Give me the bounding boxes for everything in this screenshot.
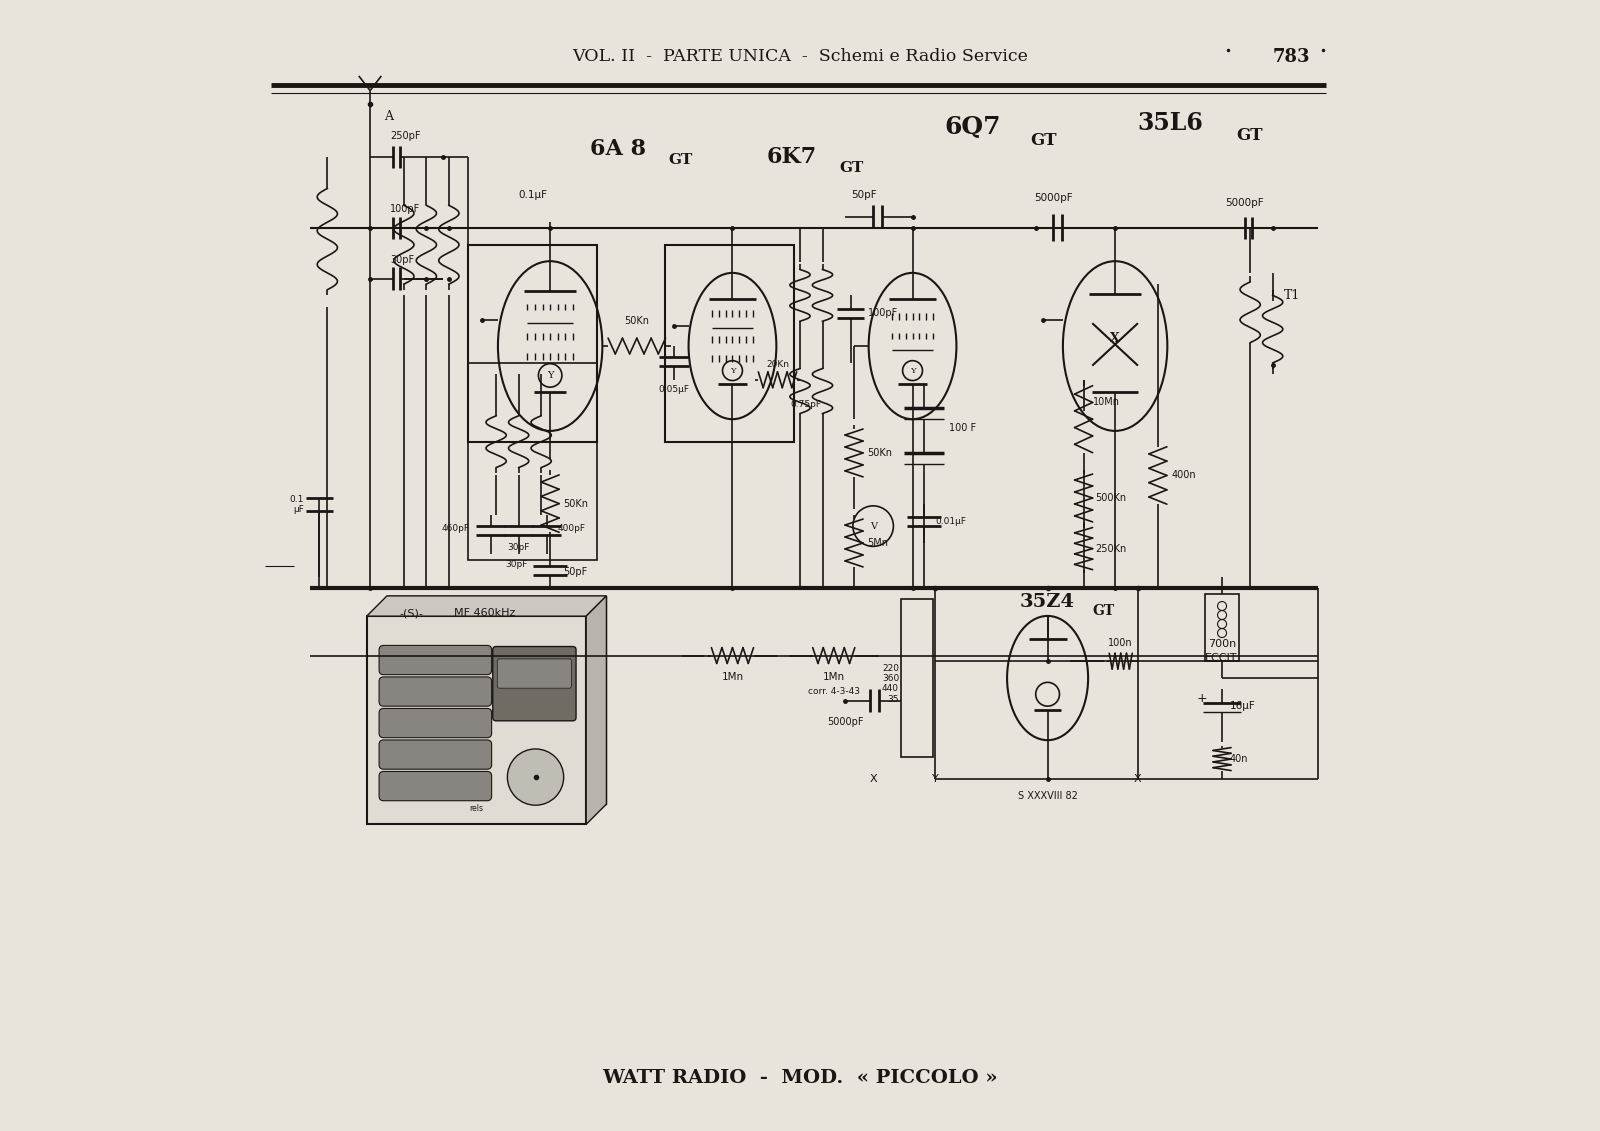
Text: V: V: [870, 521, 877, 530]
Text: 100pF: 100pF: [867, 309, 898, 319]
FancyBboxPatch shape: [379, 708, 491, 737]
FancyBboxPatch shape: [498, 659, 571, 688]
Text: 0.05µF: 0.05µF: [659, 386, 690, 395]
Text: Y: Y: [910, 366, 915, 374]
FancyBboxPatch shape: [379, 740, 491, 769]
Text: T1: T1: [1283, 288, 1301, 302]
Text: GT: GT: [669, 154, 693, 167]
Text: Y: Y: [730, 366, 736, 374]
Text: VOL. II  -  PARTE UNICA  -  Schemi e Radio Service: VOL. II - PARTE UNICA - Schemi e Radio S…: [573, 49, 1027, 66]
Bar: [666, 244, 794, 442]
Bar: [901, 599, 933, 757]
Text: 35L6: 35L6: [1138, 111, 1203, 136]
Text: WATT RADIO  -  MOD.  « PICCOLO »: WATT RADIO - MOD. « PICCOLO »: [602, 1069, 998, 1087]
Text: 10Mn: 10Mn: [1093, 397, 1120, 407]
Text: 783: 783: [1272, 48, 1310, 66]
Text: 30pF: 30pF: [506, 560, 528, 569]
Text: 5000pF: 5000pF: [1034, 193, 1072, 204]
Text: 50Kn: 50Kn: [867, 448, 893, 458]
Bar: [387, 596, 606, 804]
Text: 5000pF: 5000pF: [827, 717, 864, 727]
Text: ECCIT.: ECCIT.: [1205, 654, 1240, 663]
Text: GT: GT: [1030, 131, 1058, 148]
FancyBboxPatch shape: [379, 677, 491, 706]
Text: 35Z4: 35Z4: [1019, 593, 1075, 611]
Text: 5000pF: 5000pF: [1226, 198, 1264, 208]
Text: 6Q7: 6Q7: [944, 114, 1000, 139]
Text: +: +: [1197, 692, 1208, 705]
Text: 0.1µF: 0.1µF: [518, 190, 547, 200]
Text: 100n: 100n: [1109, 638, 1133, 648]
Text: 250Kn: 250Kn: [1094, 544, 1126, 553]
Text: 50Kn: 50Kn: [624, 316, 650, 326]
Polygon shape: [586, 596, 606, 824]
Text: 50Kn: 50Kn: [563, 499, 589, 509]
Text: 16µF: 16µF: [1230, 701, 1256, 711]
Text: 30pF: 30pF: [507, 543, 530, 552]
Text: Y: Y: [931, 774, 939, 784]
Text: 460pF: 460pF: [442, 524, 469, 533]
Text: 220
360
440
35: 220 360 440 35: [882, 664, 899, 703]
Text: MF 460kHz: MF 460kHz: [454, 608, 515, 619]
Text: 50pF: 50pF: [563, 568, 587, 577]
Text: 1Mn: 1Mn: [722, 673, 744, 682]
FancyBboxPatch shape: [493, 647, 576, 720]
Bar: [467, 244, 597, 442]
Bar: [1205, 594, 1238, 662]
Text: X: X: [869, 774, 877, 784]
Text: 6K7: 6K7: [766, 146, 816, 169]
Text: A: A: [384, 110, 392, 122]
Text: 20Kn: 20Kn: [766, 360, 789, 369]
Circle shape: [507, 749, 563, 805]
Text: X: X: [1110, 331, 1120, 345]
Text: 50pF: 50pF: [851, 190, 877, 200]
Text: X: X: [1134, 774, 1141, 784]
Text: GT: GT: [840, 162, 864, 175]
Text: 30pF: 30pF: [390, 254, 414, 265]
Text: 500Kn: 500Kn: [1094, 493, 1126, 503]
FancyBboxPatch shape: [379, 646, 491, 675]
Text: 100pF: 100pF: [390, 205, 421, 215]
Polygon shape: [366, 596, 606, 616]
Text: S XXXVIII 82: S XXXVIII 82: [1018, 791, 1077, 801]
Text: 250pF: 250pF: [390, 131, 421, 141]
Text: corr. 4-3-43: corr. 4-3-43: [808, 687, 859, 696]
Text: 5Mn: 5Mn: [867, 538, 888, 549]
Text: 400pF: 400pF: [558, 524, 586, 533]
Text: -(S)-: -(S)-: [400, 608, 424, 619]
Text: GT: GT: [1093, 604, 1115, 618]
Text: GT: GT: [1237, 127, 1262, 144]
FancyBboxPatch shape: [379, 771, 491, 801]
Text: 700n: 700n: [1208, 639, 1237, 649]
Text: 1Mn: 1Mn: [822, 673, 845, 682]
Text: 0.1
µF: 0.1 µF: [290, 495, 304, 515]
Text: 400n: 400n: [1171, 470, 1197, 481]
Text: 0.75pF: 0.75pF: [790, 400, 821, 409]
Text: 6A 8: 6A 8: [589, 138, 646, 161]
Text: 0.01µF: 0.01µF: [934, 517, 966, 526]
Text: 100 F: 100 F: [949, 423, 976, 433]
Text: 40n: 40n: [1230, 754, 1248, 765]
Text: Y: Y: [547, 371, 554, 380]
Bar: [366, 616, 586, 824]
Bar: [467, 363, 597, 560]
Text: rels: rels: [469, 804, 483, 813]
